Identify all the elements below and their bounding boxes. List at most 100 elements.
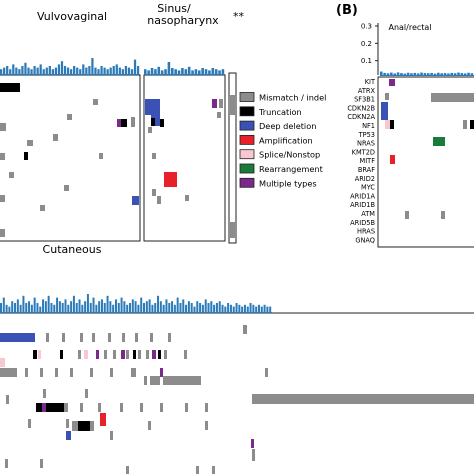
bar xyxy=(467,72,470,75)
cell xyxy=(43,389,46,398)
bar xyxy=(61,303,64,312)
cell xyxy=(92,333,95,342)
bar xyxy=(64,299,67,312)
cell xyxy=(470,120,474,129)
cell xyxy=(104,350,107,359)
cell xyxy=(53,134,58,141)
cell xyxy=(108,333,111,342)
bar xyxy=(184,69,188,74)
gene-label: NRAS xyxy=(357,140,375,148)
bar xyxy=(48,66,51,74)
cell xyxy=(138,350,141,359)
bar xyxy=(109,67,112,74)
bar xyxy=(24,62,27,74)
cell xyxy=(99,153,103,159)
bar xyxy=(50,303,53,312)
bar xyxy=(33,66,36,74)
cell xyxy=(84,350,88,359)
bar xyxy=(0,303,3,312)
bar xyxy=(164,69,167,74)
cell xyxy=(66,431,71,440)
cell xyxy=(78,350,81,359)
cell xyxy=(243,325,247,334)
anal-bar-yticks: 0.1 0.2 0.3 xyxy=(361,23,378,65)
cell xyxy=(212,99,217,108)
legend-label: Multiple types xyxy=(259,178,317,188)
cell xyxy=(0,123,6,131)
bar xyxy=(76,67,79,74)
cell xyxy=(148,421,151,430)
cell xyxy=(230,222,235,238)
bar xyxy=(127,67,131,74)
bar xyxy=(70,69,73,74)
bar xyxy=(144,69,147,74)
cell xyxy=(158,350,161,359)
bar xyxy=(133,59,137,74)
bar xyxy=(400,73,403,75)
bar xyxy=(100,66,103,74)
cell xyxy=(145,99,160,115)
cell xyxy=(0,195,5,202)
bar xyxy=(157,295,160,312)
cell xyxy=(431,93,474,102)
bar xyxy=(95,304,98,312)
bar xyxy=(179,303,182,312)
bar xyxy=(457,72,460,75)
bar xyxy=(66,67,70,74)
bar xyxy=(81,304,84,312)
bar xyxy=(42,299,45,312)
bar xyxy=(252,304,255,312)
ytick-label: 0.2 xyxy=(361,40,372,48)
cell xyxy=(27,140,33,146)
cell xyxy=(40,459,43,468)
cell xyxy=(113,350,116,359)
bar xyxy=(221,69,225,74)
vulvovaginal-title: Vulvovaginal xyxy=(37,10,107,23)
cell xyxy=(46,333,49,342)
bar xyxy=(73,66,76,74)
bar xyxy=(218,301,221,312)
cell xyxy=(152,189,156,196)
cell xyxy=(78,421,90,431)
cell xyxy=(185,195,189,201)
cell xyxy=(146,350,149,359)
bar xyxy=(393,73,396,75)
gene-label: SF3B1 xyxy=(354,96,375,104)
bar xyxy=(257,304,260,312)
bar xyxy=(167,62,171,74)
bar xyxy=(51,69,54,74)
vulvovaginal-matrix-frame xyxy=(0,74,141,242)
bar xyxy=(36,303,39,312)
cell xyxy=(126,350,129,359)
bar xyxy=(98,301,101,312)
bar xyxy=(5,304,8,312)
bar xyxy=(9,69,12,74)
bar xyxy=(229,304,232,312)
bar xyxy=(266,306,269,312)
bar xyxy=(420,72,423,75)
bar xyxy=(218,70,221,74)
bar xyxy=(204,299,207,312)
cell xyxy=(90,368,93,377)
bar xyxy=(112,66,115,74)
legend-swatch xyxy=(239,92,255,102)
gene-label: ARID1A xyxy=(350,192,375,200)
gene-label: ARID2 xyxy=(355,175,375,183)
bar xyxy=(84,301,87,312)
cell xyxy=(132,196,139,205)
gene-label: KIT xyxy=(365,78,376,86)
legend-swatch xyxy=(239,177,255,188)
bar xyxy=(201,304,204,312)
bar xyxy=(238,304,241,312)
bar xyxy=(85,67,88,74)
bar xyxy=(30,304,33,312)
gene-label: GNAQ xyxy=(355,236,375,244)
cell xyxy=(205,403,208,412)
mutation-type-legend: Mismatch / indel Truncation Deep deletion A… xyxy=(239,92,326,188)
gene-label: ARID1B xyxy=(350,201,375,209)
bar xyxy=(215,303,218,312)
cell xyxy=(0,83,20,92)
bar xyxy=(25,303,28,312)
bar xyxy=(2,297,5,312)
bar xyxy=(148,299,151,312)
